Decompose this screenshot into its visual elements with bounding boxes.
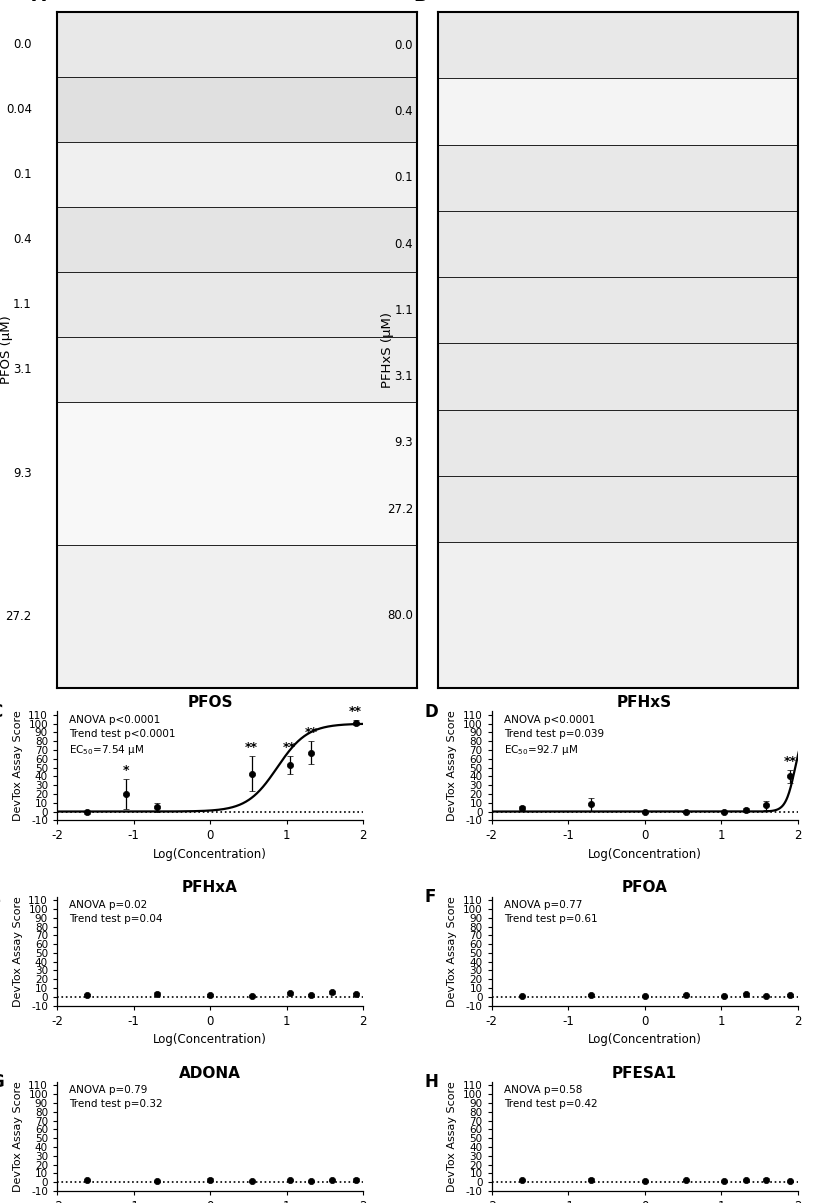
Bar	[438, 410, 798, 476]
Bar	[57, 207, 417, 272]
Title: PFOA: PFOA	[622, 881, 667, 895]
Text: 0.0: 0.0	[395, 38, 413, 52]
Y-axis label: DevTox Assay Score: DevTox Assay Score	[448, 896, 457, 1007]
Y-axis label: DevTox Assay Score: DevTox Assay Score	[448, 711, 457, 822]
Bar	[57, 12, 417, 77]
Text: 0.1: 0.1	[13, 168, 32, 182]
Bar	[57, 337, 417, 402]
Text: 1.1: 1.1	[394, 304, 413, 316]
Bar	[438, 476, 798, 543]
Text: ANOVA p=0.77: ANOVA p=0.77	[504, 900, 582, 909]
Y-axis label: DevTox Assay Score: DevTox Assay Score	[13, 711, 23, 822]
Bar	[438, 144, 798, 211]
Bar	[57, 545, 417, 688]
Text: 0.4: 0.4	[394, 105, 413, 118]
Text: 80.0: 80.0	[387, 609, 413, 622]
Text: 9.3: 9.3	[13, 467, 32, 480]
Title: PFHxS: PFHxS	[617, 695, 672, 710]
Text: Trend test p=0.42: Trend test p=0.42	[504, 1100, 597, 1109]
Bar	[57, 142, 417, 207]
Text: E: E	[0, 888, 1, 906]
Title: PFOS: PFOS	[187, 695, 233, 710]
Text: Trend test p<0.0001: Trend test p<0.0001	[69, 729, 176, 739]
Text: 0.1: 0.1	[394, 171, 413, 184]
Y-axis label: DevTox Assay Score: DevTox Assay Score	[13, 1081, 23, 1192]
Bar	[438, 344, 798, 410]
Text: 0.4: 0.4	[13, 233, 32, 247]
Text: 9.3: 9.3	[394, 437, 413, 450]
Text: ANOVA p<0.0001: ANOVA p<0.0001	[69, 715, 160, 724]
Title: PFHxA: PFHxA	[182, 881, 238, 895]
Text: PFOS (μM): PFOS (μM)	[0, 315, 13, 385]
Text: 0.4: 0.4	[394, 237, 413, 250]
Bar	[57, 402, 417, 545]
Text: F: F	[424, 888, 435, 906]
Text: ANOVA p=0.58: ANOVA p=0.58	[504, 1085, 582, 1095]
Bar	[438, 78, 798, 144]
Text: EC$_{50}$=7.54 μM: EC$_{50}$=7.54 μM	[69, 743, 144, 757]
Text: ANOVA p=0.79: ANOVA p=0.79	[69, 1085, 147, 1095]
X-axis label: Log(Concentration): Log(Concentration)	[588, 848, 702, 861]
Bar	[438, 543, 798, 688]
Text: 0.04: 0.04	[6, 103, 32, 115]
Title: ADONA: ADONA	[179, 1066, 241, 1080]
Bar	[57, 272, 417, 337]
Text: **: **	[245, 741, 258, 754]
Text: 3.1: 3.1	[13, 363, 32, 377]
Title: PFESA1: PFESA1	[612, 1066, 677, 1080]
Text: **: **	[349, 705, 362, 718]
Text: 3.1: 3.1	[394, 371, 413, 383]
Text: A: A	[32, 0, 46, 5]
X-axis label: Log(Concentration): Log(Concentration)	[588, 1033, 702, 1047]
Bar	[57, 77, 417, 142]
Text: Trend test p=0.039: Trend test p=0.039	[504, 729, 604, 739]
Y-axis label: DevTox Assay Score: DevTox Assay Score	[13, 896, 23, 1007]
Text: 1.1: 1.1	[13, 298, 32, 312]
Text: PFHxS (μM): PFHxS (μM)	[381, 312, 394, 389]
Text: Trend test p=0.04: Trend test p=0.04	[69, 914, 163, 924]
Y-axis label: DevTox Assay Score: DevTox Assay Score	[448, 1081, 457, 1192]
Text: 0.0: 0.0	[13, 38, 32, 51]
X-axis label: Log(Concentration): Log(Concentration)	[153, 1033, 267, 1047]
Text: **: **	[784, 755, 797, 769]
Text: 27.2: 27.2	[6, 610, 32, 623]
Text: EC$_{50}$=92.7 μM: EC$_{50}$=92.7 μM	[504, 743, 578, 757]
Text: *: *	[123, 764, 129, 777]
Bar	[438, 12, 798, 78]
Text: Trend test p=0.61: Trend test p=0.61	[504, 914, 597, 924]
Text: Trend test p=0.32: Trend test p=0.32	[69, 1100, 163, 1109]
Text: H: H	[424, 1073, 438, 1091]
Text: **: **	[283, 741, 296, 754]
Text: G: G	[0, 1073, 3, 1091]
Bar	[438, 211, 798, 277]
Bar	[438, 277, 798, 344]
Text: 27.2: 27.2	[387, 503, 413, 516]
Text: C: C	[0, 703, 2, 721]
Text: ANOVA p<0.0001: ANOVA p<0.0001	[504, 715, 595, 724]
Text: **: **	[304, 727, 317, 740]
Text: D: D	[424, 703, 438, 721]
X-axis label: Log(Concentration): Log(Concentration)	[153, 848, 267, 861]
Text: ANOVA p=0.02: ANOVA p=0.02	[69, 900, 147, 909]
Text: B: B	[413, 0, 427, 5]
